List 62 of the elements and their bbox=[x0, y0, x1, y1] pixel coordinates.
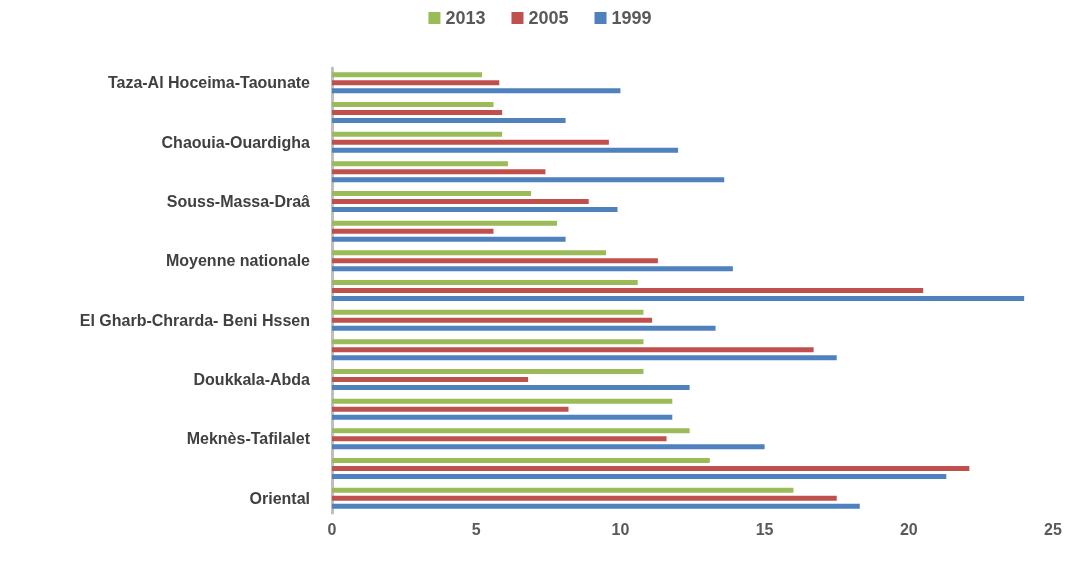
bar bbox=[332, 139, 609, 145]
bar bbox=[332, 487, 794, 493]
y-tick-label: Taza-Al Hoceima-Taounate bbox=[107, 74, 311, 92]
bar bbox=[332, 88, 621, 94]
bar bbox=[332, 288, 924, 293]
bar bbox=[332, 280, 638, 285]
bar bbox=[332, 495, 837, 501]
bar bbox=[332, 474, 947, 479]
bar bbox=[332, 220, 557, 226]
bar bbox=[332, 377, 529, 382]
bar bbox=[332, 466, 970, 471]
bar bbox=[332, 161, 508, 167]
y-tick-label: Moyenne nationale bbox=[165, 252, 311, 270]
x-tick-label: 5 bbox=[471, 520, 481, 538]
bar bbox=[332, 131, 503, 137]
bar bbox=[332, 80, 500, 86]
legend-label: 2005 bbox=[528, 8, 569, 28]
bar bbox=[332, 169, 546, 175]
bar bbox=[332, 118, 566, 123]
y-tick-label: Souss-Massa-Draâ bbox=[166, 193, 311, 210]
bar bbox=[332, 102, 494, 107]
bar bbox=[332, 296, 1025, 301]
bar bbox=[332, 177, 725, 183]
bar bbox=[332, 347, 814, 353]
bar bbox=[332, 458, 710, 463]
bar bbox=[332, 228, 494, 234]
bar bbox=[332, 339, 644, 345]
bar bbox=[332, 428, 690, 434]
bar bbox=[332, 369, 644, 374]
bar bbox=[332, 236, 566, 242]
bar bbox=[332, 110, 503, 115]
bar bbox=[332, 317, 653, 323]
bar bbox=[332, 309, 644, 315]
bar bbox=[332, 355, 837, 361]
bar bbox=[332, 199, 589, 204]
x-tick-label: 20 bbox=[899, 520, 918, 538]
legend-label: 1999 bbox=[611, 8, 652, 28]
bar bbox=[332, 258, 658, 264]
y-tick-label: Chaouia-Ouardigha bbox=[161, 133, 311, 151]
bar bbox=[332, 444, 765, 450]
x-tick-label: 10 bbox=[611, 520, 630, 538]
bar bbox=[332, 325, 716, 331]
bar bbox=[332, 436, 667, 442]
bar bbox=[332, 406, 569, 412]
bar bbox=[332, 385, 690, 390]
bar bbox=[332, 250, 606, 256]
bar bbox=[332, 191, 531, 196]
y-tick-label: El Gharb-Chrarda- Beni Hssen bbox=[79, 311, 310, 329]
legend-label: 2013 bbox=[445, 8, 486, 28]
x-tick-label: 25 bbox=[1044, 520, 1062, 538]
bar bbox=[332, 503, 860, 509]
y-tick-label: Oriental bbox=[249, 489, 310, 507]
bar bbox=[332, 72, 482, 78]
bar bbox=[332, 147, 679, 153]
x-tick-label: 0 bbox=[327, 520, 337, 538]
x-tick-label: 15 bbox=[755, 520, 774, 538]
bar bbox=[332, 414, 673, 420]
y-tick-label: Meknès-Tafilalet bbox=[186, 430, 311, 448]
bar bbox=[332, 398, 673, 404]
bar bbox=[332, 207, 618, 212]
y-tick-label: Doukkala-Abda bbox=[193, 371, 311, 388]
bar bbox=[332, 266, 733, 272]
